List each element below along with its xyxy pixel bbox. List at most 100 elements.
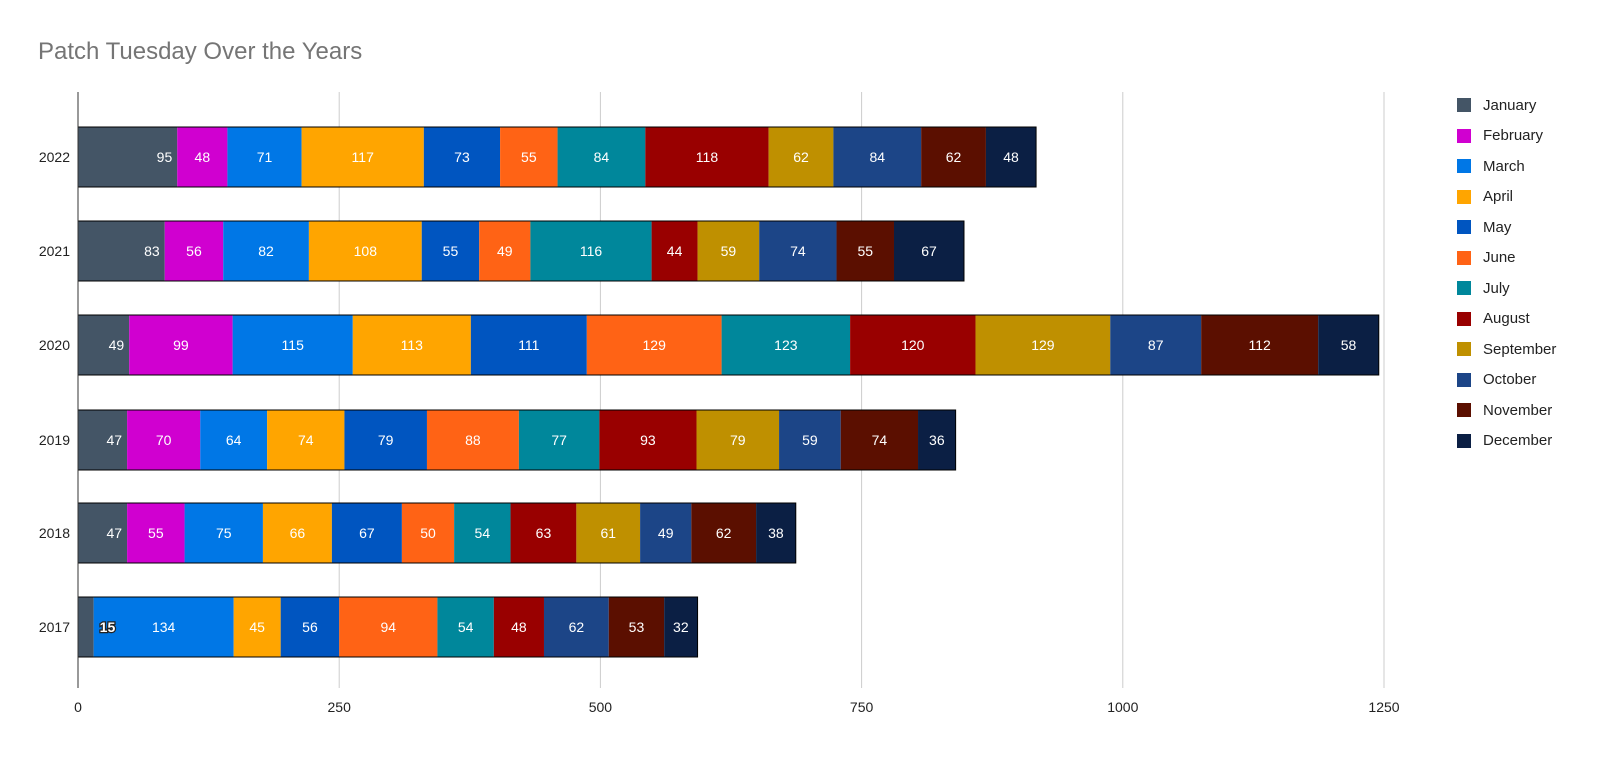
bar-segment [470,315,587,375]
legend-swatch [1457,372,1471,387]
data-label: 67 [921,243,937,259]
data-label: 64 [226,432,242,448]
bar-segment [1110,315,1202,375]
legend-swatch [1457,159,1471,174]
bar-segment [493,597,544,657]
data-label: 36 [929,432,945,448]
data-label: 48 [1003,149,1019,165]
legend-item: November [1457,395,1556,426]
data-label: 44 [667,243,683,259]
y-tick-label: 2022 [39,149,70,165]
data-labels: 95 48 71 117 73 55 84 118 62 84 62 48 83 56 82 108 55 49 1… [98,149,1357,636]
data-label: 82 [258,243,274,259]
y-tick-label: 2018 [39,525,70,541]
legend-label: May [1483,218,1512,236]
data-label: 62 [946,149,962,165]
data-label: 55 [443,243,459,259]
bar-segment [691,503,757,563]
data-label: 67 [359,525,375,541]
bar-segment [557,127,646,187]
y-tick-label: 2020 [39,337,70,353]
bar-segment [267,410,345,470]
legend-label: September [1483,340,1557,358]
legend-label: January [1483,96,1537,114]
data-label: 79 [730,432,746,448]
legend-item: May [1457,212,1556,243]
data-label: 56 [186,243,202,259]
data-label: 108 [354,243,378,259]
x-tick-label: 1250 [1368,699,1399,715]
bar-segment [352,315,471,375]
y-tick-label: 2017 [39,619,70,635]
legend-label: April [1483,188,1514,206]
data-label: 112 [1249,337,1272,353]
data-label: 77 [551,432,567,448]
bar-segment [759,221,837,281]
data-label: 117 [352,149,375,165]
bar-segment [262,503,332,563]
legend-item: September [1457,334,1556,365]
bar-segment [918,410,956,470]
bar-segment [510,503,577,563]
x-tick-label: 250 [328,699,352,715]
legend-item: December [1457,426,1556,457]
legend-swatch [1457,220,1471,235]
legend-label: July [1483,279,1510,297]
legend-item: January [1457,90,1556,121]
legend-label: August [1483,310,1530,328]
legend: January February March April May June July Augu… [1457,90,1556,456]
data-label: 55 [521,149,537,165]
data-label: 61 [600,525,616,541]
data-label: 63 [536,525,552,541]
x-tick-label: 500 [589,699,613,715]
bar-segment [840,410,919,470]
legend-swatch [1457,98,1471,113]
bar-segment [1201,315,1319,375]
bar-segment [437,597,494,657]
data-label: 58 [1341,337,1357,353]
data-label: 95 [157,149,173,165]
data-label: 88 [465,432,481,448]
data-label: 47 [107,525,123,541]
bar-segment [78,597,94,657]
y-tick-label: 2021 [39,243,70,259]
legend-item: April [1457,182,1556,213]
bar-segment [696,410,780,470]
legend-swatch [1457,403,1471,418]
data-label: 84 [869,149,885,165]
bar-segment [543,597,609,657]
data-label: 62 [716,525,732,541]
data-label: 84 [594,149,610,165]
data-label: 99 [173,337,189,353]
bar-segment [78,315,130,375]
legend-label: February [1483,127,1544,145]
legend-label: October [1483,371,1537,389]
data-label: 48 [511,619,527,635]
legend-swatch [1457,189,1471,204]
data-label: 49 [109,337,125,353]
bar-segment [308,221,422,281]
bar-segment [426,410,519,470]
data-label: 38 [768,525,784,541]
bar-segment [177,127,228,187]
legend-label: June [1483,249,1516,267]
data-label: 56 [302,619,318,635]
data-label: 70 [156,432,172,448]
bar-segment [232,315,353,375]
data-label: 123 [774,337,798,353]
legend-swatch [1457,342,1471,357]
data-label: 48 [195,149,211,165]
bar-segment [331,503,402,563]
legend-swatch [1457,281,1471,296]
data-label: 74 [298,432,314,448]
data-label: 75 [216,525,232,541]
x-tick-label: 1000 [1107,699,1138,715]
bar-segment [756,503,796,563]
legend-item: June [1457,243,1556,274]
bar-segment [645,127,769,187]
data-label: 74 [790,243,806,259]
legend-item: October [1457,365,1556,396]
bar-segments [77,126,1380,658]
bar-segment [127,410,201,470]
